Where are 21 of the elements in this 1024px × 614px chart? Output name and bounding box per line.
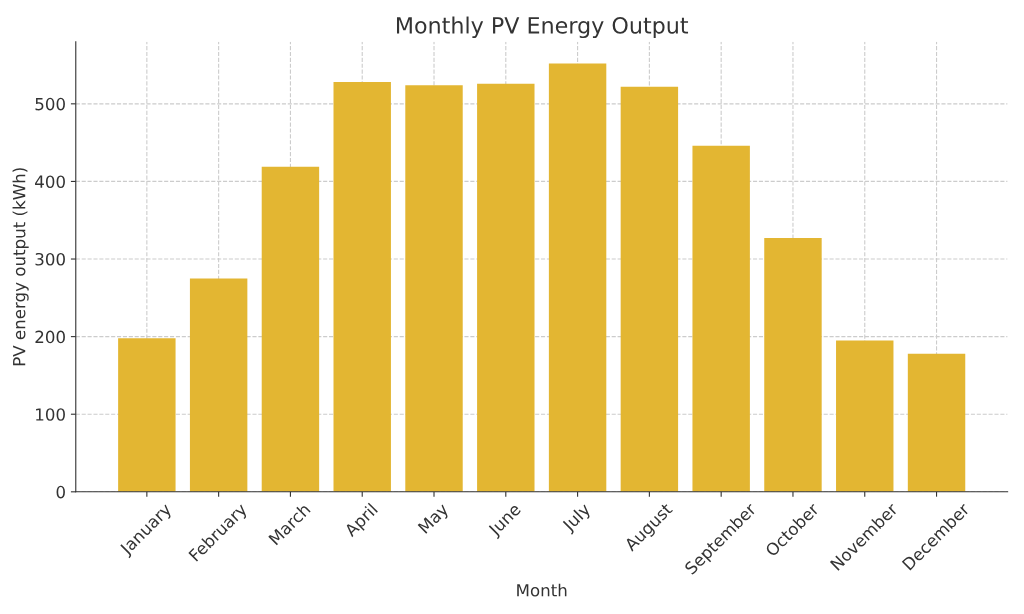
bar bbox=[836, 340, 894, 492]
bar bbox=[692, 145, 750, 492]
x-axis-title: Month bbox=[517, 583, 567, 597]
bar bbox=[477, 83, 535, 492]
bar bbox=[620, 86, 679, 492]
y-tick-label: 300 bbox=[35, 252, 65, 266]
y-tick-label: 200 bbox=[35, 330, 65, 344]
bar bbox=[907, 353, 966, 492]
y-tick-label: 500 bbox=[35, 97, 65, 111]
bar bbox=[333, 82, 391, 492]
bar bbox=[118, 338, 176, 492]
y-tick-label: 100 bbox=[36, 408, 65, 421]
bar bbox=[405, 85, 463, 492]
chart-title: Monthly PV Energy Output bbox=[397, 16, 689, 39]
y-tick-label: 0 bbox=[56, 485, 65, 499]
bar bbox=[764, 238, 822, 492]
bar bbox=[189, 278, 248, 492]
y-axis-title: PV energy output (kWh) bbox=[12, 168, 29, 366]
bar bbox=[548, 63, 607, 492]
y-tick-label: 400 bbox=[35, 175, 65, 188]
bar bbox=[261, 166, 320, 492]
